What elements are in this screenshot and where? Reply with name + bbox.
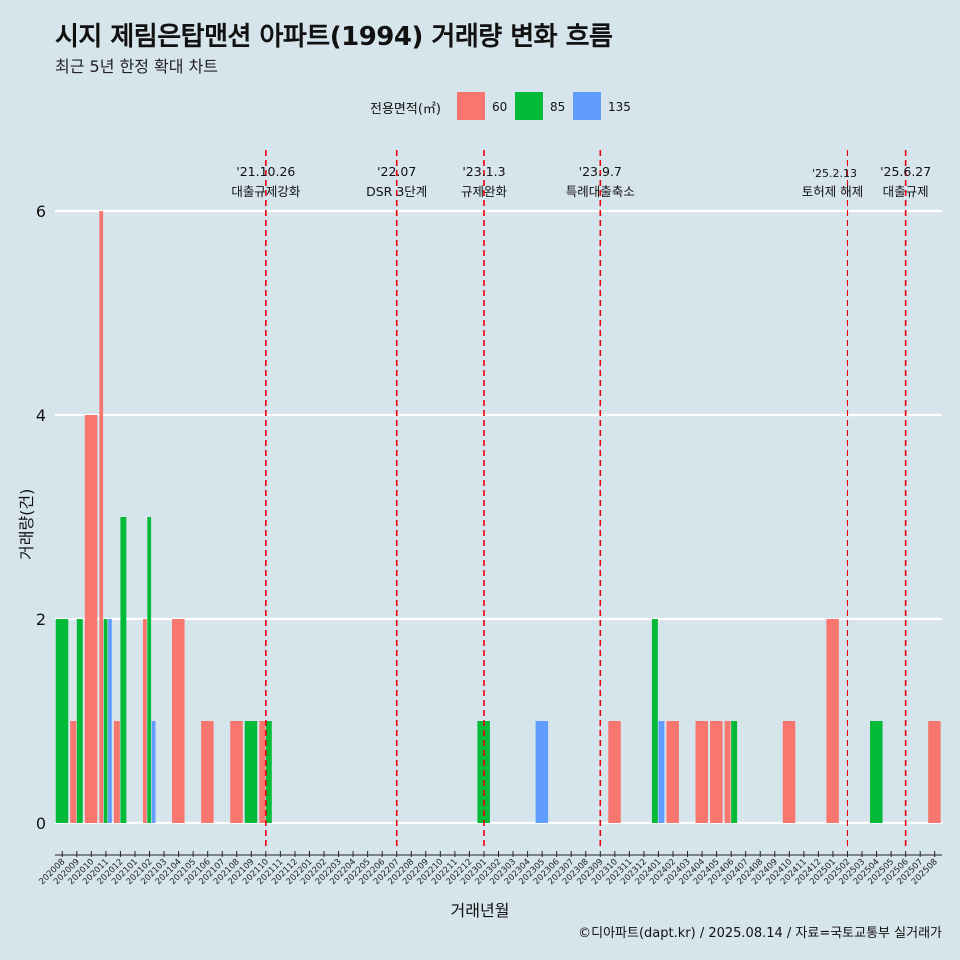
gridlines	[55, 209, 942, 825]
bar-202405-60	[710, 721, 723, 823]
legend-swatch-85	[515, 92, 543, 120]
event-label-5: 대출규제	[883, 184, 929, 199]
event-date-0: '21.10.26	[236, 164, 295, 179]
y-tick-label-0: 0	[36, 814, 46, 833]
bar-202102-135	[151, 721, 156, 823]
x-axis-label: 거래년월	[450, 901, 510, 920]
legend-title: 전용면적(㎡)	[370, 102, 441, 117]
bar-202110-60	[259, 721, 266, 823]
bar-202106-60	[201, 721, 214, 823]
bar-202009-60	[70, 721, 77, 823]
chart-title: 시지 제림은탑맨션 아파트(1994) 거래량 변화 흐름	[55, 22, 613, 52]
bar-202009-85	[76, 619, 83, 823]
y-tick-label-6: 6	[36, 202, 46, 221]
legend-swatch-135	[573, 92, 601, 120]
legend: 전용면적(㎡) 60 85 135	[0, 92, 960, 122]
event-date-1: '22.07	[377, 164, 416, 179]
event-label-0: 대출규제강화	[231, 184, 301, 199]
event-label-2: 규제완화	[461, 184, 508, 199]
bar-202410-60	[782, 721, 796, 823]
bar-202402-60	[666, 721, 679, 823]
bar-202406-85	[731, 721, 738, 823]
bar-202108-60	[230, 721, 243, 823]
bars	[55, 211, 941, 823]
event-date-2: '23.1.3	[462, 164, 505, 179]
y-tick-label-2: 2	[36, 610, 46, 629]
bar-202012-85	[120, 517, 127, 823]
legend-label-135: 135	[608, 100, 631, 114]
bar-202110-85	[265, 721, 272, 823]
bar-202012-60	[113, 721, 120, 823]
bar-202401-85	[651, 619, 658, 823]
bar-202504-85	[870, 721, 883, 823]
bar-202401-135	[658, 721, 665, 823]
legend-swatch-60	[457, 92, 485, 120]
chart-subtitle: 최근 5년 한정 확대 차트	[55, 57, 219, 76]
event-label-3: 특례대출축소	[566, 184, 635, 199]
legend-label-60: 60	[492, 100, 508, 114]
y-tick-label-4: 4	[36, 406, 46, 425]
bar-202104-60	[172, 619, 185, 823]
bar-202010-60	[84, 415, 98, 823]
y-tick-labels: 0 2 4 6	[36, 202, 46, 833]
bar-202102-60	[142, 619, 147, 823]
bar-202011-85	[103, 619, 108, 823]
event-label-4: 토허제 해제	[802, 184, 863, 199]
event-label-1: DSR 3단계	[366, 184, 427, 199]
legend-label-85: 85	[550, 100, 566, 114]
source-caption: ©디아파트(dapt.kr) / 2025.08.14 / 자료=국토교통부 실…	[578, 926, 942, 941]
event-lines: '21.10.26 대출규제강화 '22.07 DSR 3단계 '23.1.3 규제완화 '…	[231, 150, 931, 850]
event-date-4: '25.2.13	[812, 167, 857, 180]
bar-202310-60	[608, 721, 621, 823]
bar-202508-60	[928, 721, 941, 823]
bar-202011-60	[99, 211, 104, 823]
bar-202102-85	[147, 517, 152, 823]
bar-202008-85	[55, 619, 69, 823]
bar-202011-135	[108, 619, 112, 823]
bar-202501-60	[826, 619, 839, 823]
bar-202406-60	[724, 721, 731, 823]
x-axis: 2020082020092020102020112020122021012021…	[37, 851, 942, 887]
event-date-3: '23.9.7	[579, 164, 622, 179]
bar-202109-85	[244, 721, 258, 823]
bar-202305-135	[535, 721, 549, 823]
bar-202404-60	[695, 721, 709, 823]
event-date-5: '25.6.27	[880, 164, 931, 179]
